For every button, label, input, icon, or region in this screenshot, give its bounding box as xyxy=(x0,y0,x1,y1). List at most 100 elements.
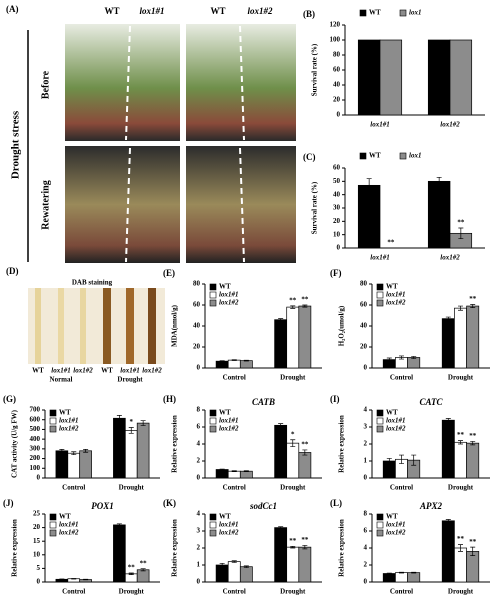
error-bar xyxy=(458,544,463,552)
column-label: WT xyxy=(104,6,119,16)
panel-d: (D) DAB staining WT lox1#1 lox1#2 WT lox… xyxy=(6,266,165,384)
legend-swatch xyxy=(376,521,384,529)
bar xyxy=(298,305,312,369)
error-bar xyxy=(302,449,308,456)
annotation: ** xyxy=(457,219,465,227)
error-bar xyxy=(386,572,392,575)
bar xyxy=(67,452,81,479)
y-tick-label: 0 xyxy=(37,474,41,482)
error-bar xyxy=(290,305,296,309)
chart: 0 20 40 60 80 MDA(nmol/g) (E) Control Drought ** *… xyxy=(163,268,322,382)
y-tick-label: 20 xyxy=(333,96,341,104)
legend-label: WT xyxy=(369,152,381,160)
legend-swatch xyxy=(209,409,217,417)
bar xyxy=(298,546,312,583)
y-tick-label: 50 xyxy=(333,177,341,185)
bar xyxy=(286,546,300,583)
annotation: ** xyxy=(469,295,477,303)
chart: 0 1 2 3 4 Relative expression (K) sodCc1 Control… xyxy=(163,498,322,596)
bar xyxy=(227,359,241,369)
y-tick-label: 80 xyxy=(360,280,368,288)
error-bar xyxy=(445,316,451,321)
y-axis-label: Relative expression xyxy=(171,415,179,473)
x-tick-label: lox1#1 xyxy=(370,254,389,262)
y-axis-label: Survival rate (%) xyxy=(311,181,319,234)
column-label: lox1#1 xyxy=(139,6,164,16)
error-bar xyxy=(243,470,249,472)
error-bar xyxy=(411,571,417,574)
bar xyxy=(227,470,241,479)
annotation: ** xyxy=(301,441,309,449)
x-tick-label: lox1#1 xyxy=(370,121,389,129)
annotation: ** xyxy=(457,535,465,543)
column-label: WT xyxy=(210,6,225,16)
legend-swatch xyxy=(209,521,217,529)
y-tick-label: 1 xyxy=(364,457,368,465)
error-bar xyxy=(128,427,134,434)
legend-label: lox1#1 xyxy=(386,291,405,299)
chart-title: sodCc1 xyxy=(249,501,277,511)
y-tick-label: 20 xyxy=(193,343,201,351)
y-tick-label: 600 xyxy=(30,415,41,423)
legend-label: lox1#1 xyxy=(219,291,238,299)
error-bar xyxy=(116,523,122,527)
y-tick-label: 4 xyxy=(364,406,368,414)
y-tick-label: 6 xyxy=(197,423,201,431)
legend-swatch xyxy=(399,9,407,17)
error-bar xyxy=(231,560,237,563)
y-tick-label: 60 xyxy=(193,301,201,309)
y-tick-label: 0 xyxy=(364,474,368,482)
error-bar xyxy=(219,562,225,568)
y-tick-label: 4 xyxy=(364,544,368,552)
legend-swatch xyxy=(376,425,384,433)
legend-label: lox1#1 xyxy=(59,521,78,529)
photo xyxy=(65,146,180,263)
bar xyxy=(286,442,300,479)
bar xyxy=(454,441,467,479)
y-tick-label: 3 xyxy=(364,423,368,431)
bar xyxy=(441,318,455,369)
y-tick-label: 0 xyxy=(364,578,368,586)
annotation: * xyxy=(130,418,134,426)
chart-title: CATB xyxy=(252,397,275,407)
y-tick-label: 5 xyxy=(37,564,41,572)
chart: 0 2 4 6 8 Relative expression (L) APX2 Control Dr… xyxy=(330,498,490,596)
legend-label: lox1#2 xyxy=(386,425,406,433)
y-tick-label: 0 xyxy=(337,111,341,119)
legend-label: WT xyxy=(219,409,231,417)
y-tick-label: 0 xyxy=(337,244,341,252)
y-tick-label: 100 xyxy=(30,464,41,472)
chart: 0 2 4 6 8 Relative expression (H) CATB Control Dr… xyxy=(163,394,322,492)
legend-swatch xyxy=(376,283,384,291)
legend-label: WT xyxy=(386,409,398,417)
x-tick-label: Drought xyxy=(280,374,306,382)
y-axis-label: Relative expression xyxy=(171,519,179,577)
bar xyxy=(441,520,455,583)
legend-label: lox1#1 xyxy=(219,521,238,529)
lane-label: lox1#1 xyxy=(120,367,139,375)
legend-label: WT xyxy=(369,9,381,17)
bar xyxy=(79,450,92,479)
error-bar xyxy=(140,420,146,426)
bar xyxy=(395,572,408,583)
y-tick-label: 2 xyxy=(197,457,201,465)
annotation: ** xyxy=(387,239,395,247)
bar xyxy=(136,569,150,583)
error-bar xyxy=(278,318,284,322)
y-tick-label: 40 xyxy=(333,81,341,89)
error-bar xyxy=(411,454,417,466)
y-axis-label: Relative expression xyxy=(338,415,346,473)
annotation: ** xyxy=(289,296,297,304)
annotation: ** xyxy=(289,537,297,545)
chart-title: APX2 xyxy=(419,501,443,511)
error-bar xyxy=(399,454,404,464)
error-bar xyxy=(83,448,89,453)
x-tick-label: Control xyxy=(223,484,246,492)
leaf-strips xyxy=(35,288,156,364)
chart: 0 20 40 60 80 100 120 Survival rate (%) (B) lox1#… xyxy=(303,9,485,129)
row-label: Rewatering xyxy=(40,180,51,229)
y-axis-label: CAT activity (U/g FW) xyxy=(11,409,19,478)
panel-label: (E) xyxy=(163,268,175,278)
y-tick-label: 20 xyxy=(360,343,368,351)
